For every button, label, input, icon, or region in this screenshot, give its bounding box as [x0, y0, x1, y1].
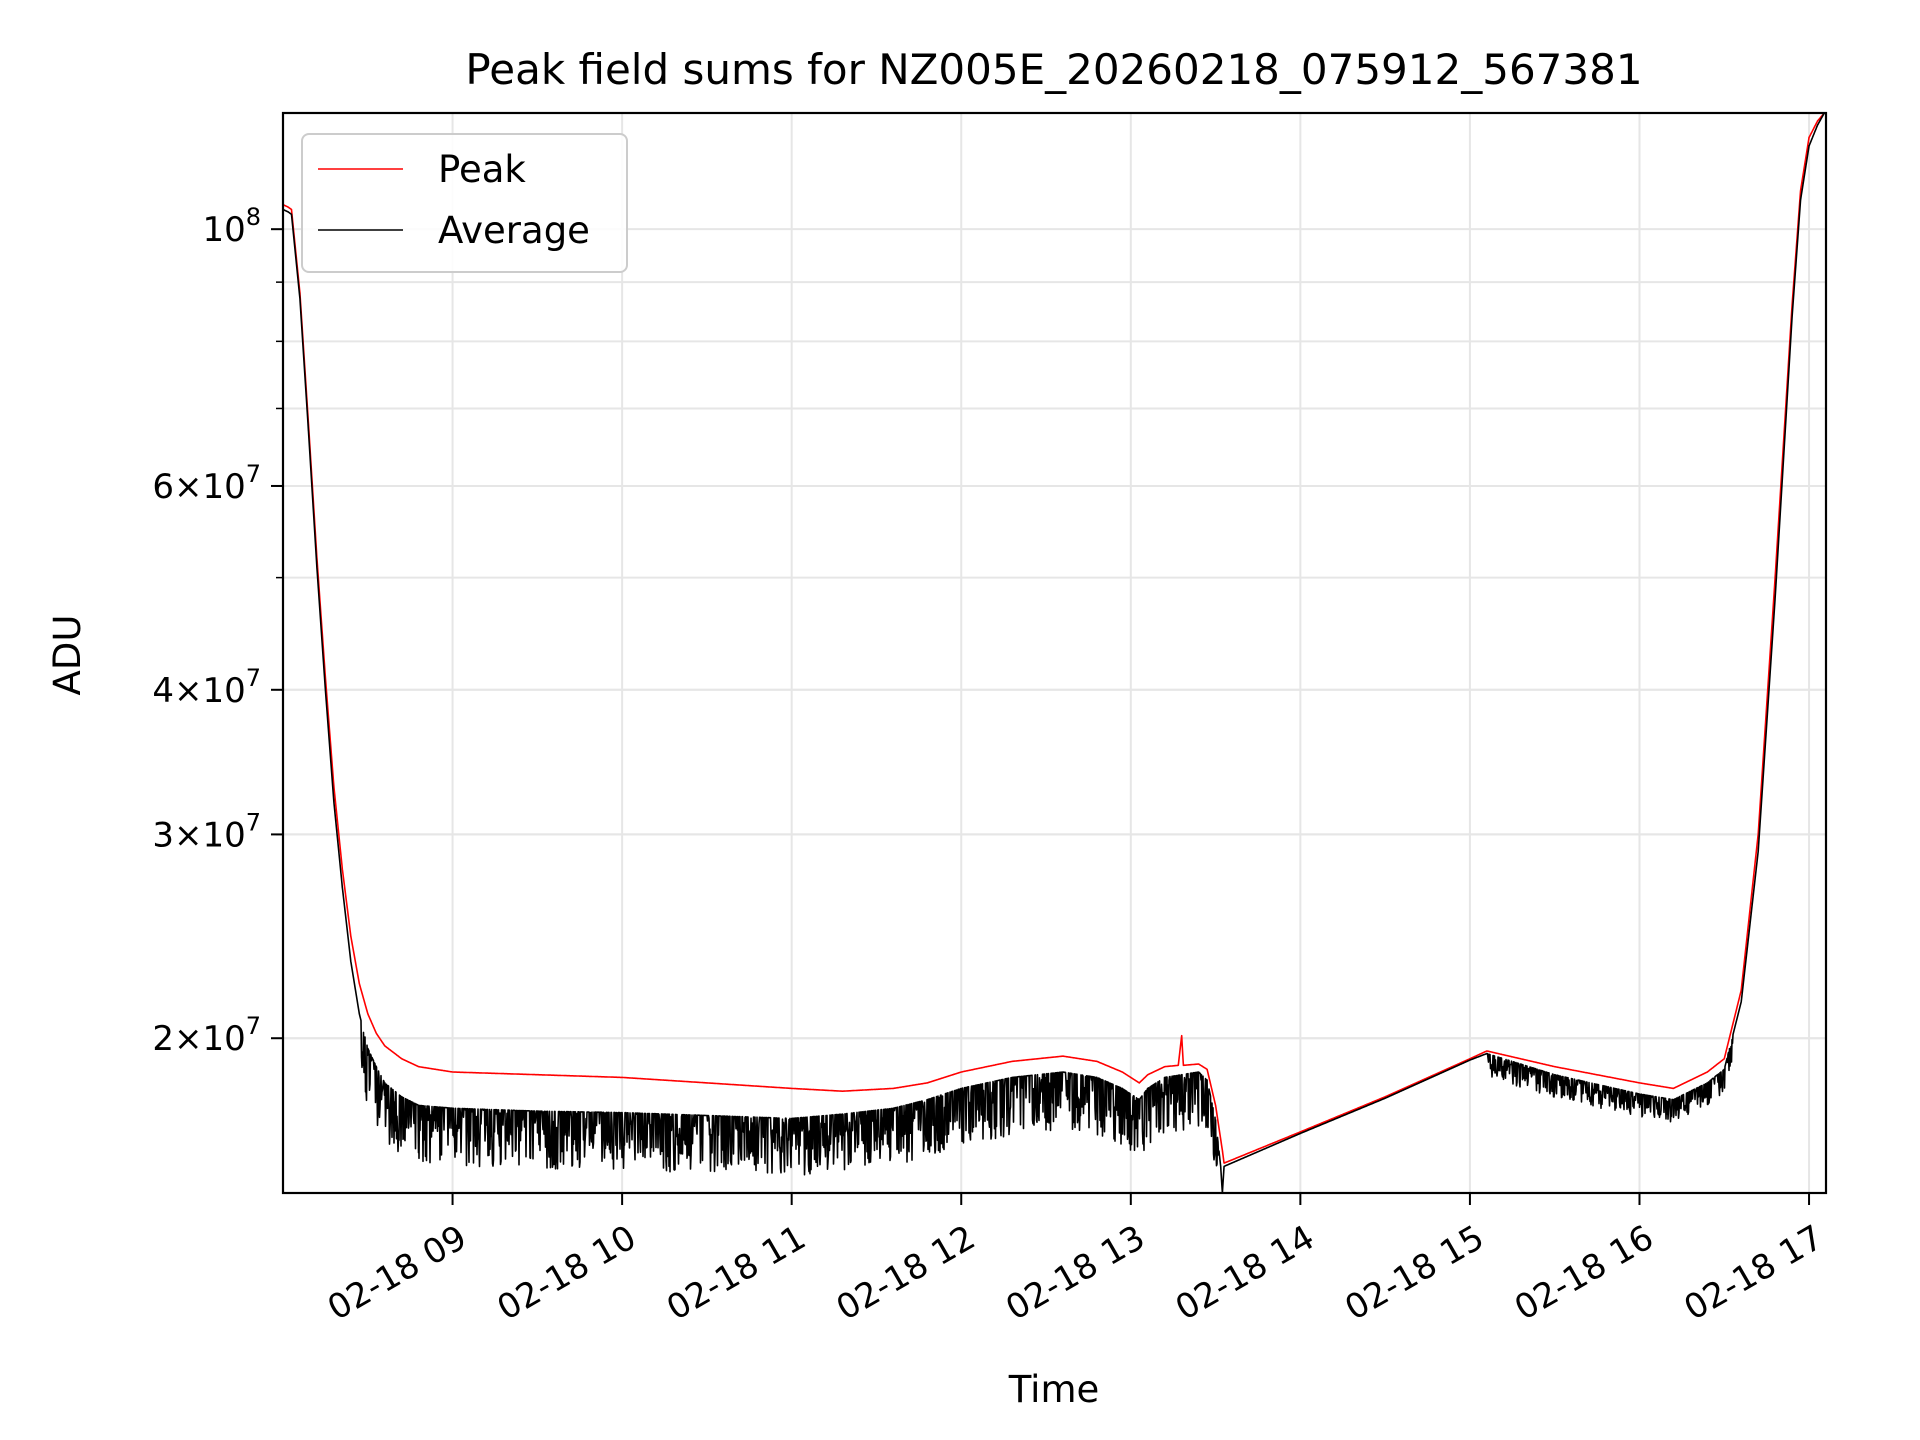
legend-label-peak: Peak: [438, 148, 526, 191]
y-tick-exponent: 7: [246, 460, 261, 488]
legend-label-average: Average: [438, 209, 590, 252]
y-tick-label: 2×107: [152, 1012, 261, 1059]
y-axis-label: ADU: [46, 615, 89, 696]
legend: Peak Average: [301, 133, 628, 273]
y-tick-label: 3×107: [152, 808, 261, 855]
y-tick-base: 10: [202, 467, 245, 507]
series-layer: [282, 112, 1825, 1194]
series-line-average: [282, 112, 1825, 1194]
y-tick-label: 4×107: [152, 664, 261, 711]
y-tick-base: 10: [202, 210, 245, 250]
chart-title: Peak field sums for NZ005E_20260218_0759…: [465, 45, 1642, 94]
y-tick-mantissa: 2×: [152, 1019, 202, 1059]
y-tick-base: 10: [202, 815, 245, 855]
y-tick-mantissa: 3×: [152, 815, 202, 855]
y-tick-exponent: 8: [246, 203, 261, 231]
x-axis-label: Time: [1008, 1368, 1100, 1411]
y-tick-label: 6×107: [152, 460, 261, 507]
y-tick-base: 10: [202, 671, 245, 711]
y-tick-label: 108: [202, 203, 261, 250]
y-tick-exponent: 7: [246, 1012, 261, 1040]
frame-layer: [281, 111, 1828, 1195]
series-line-peak: [282, 112, 1825, 1164]
y-tick-exponent: 7: [246, 808, 261, 836]
y-tick-exponent: 7: [246, 664, 261, 692]
y-tick-mantissa: 4×: [152, 671, 202, 711]
y-tick-mantissa: 6×: [152, 467, 202, 507]
plot-frame: [281, 111, 1828, 1195]
y-tick-base: 10: [202, 1019, 245, 1059]
grid-layer: [283, 113, 1826, 1193]
